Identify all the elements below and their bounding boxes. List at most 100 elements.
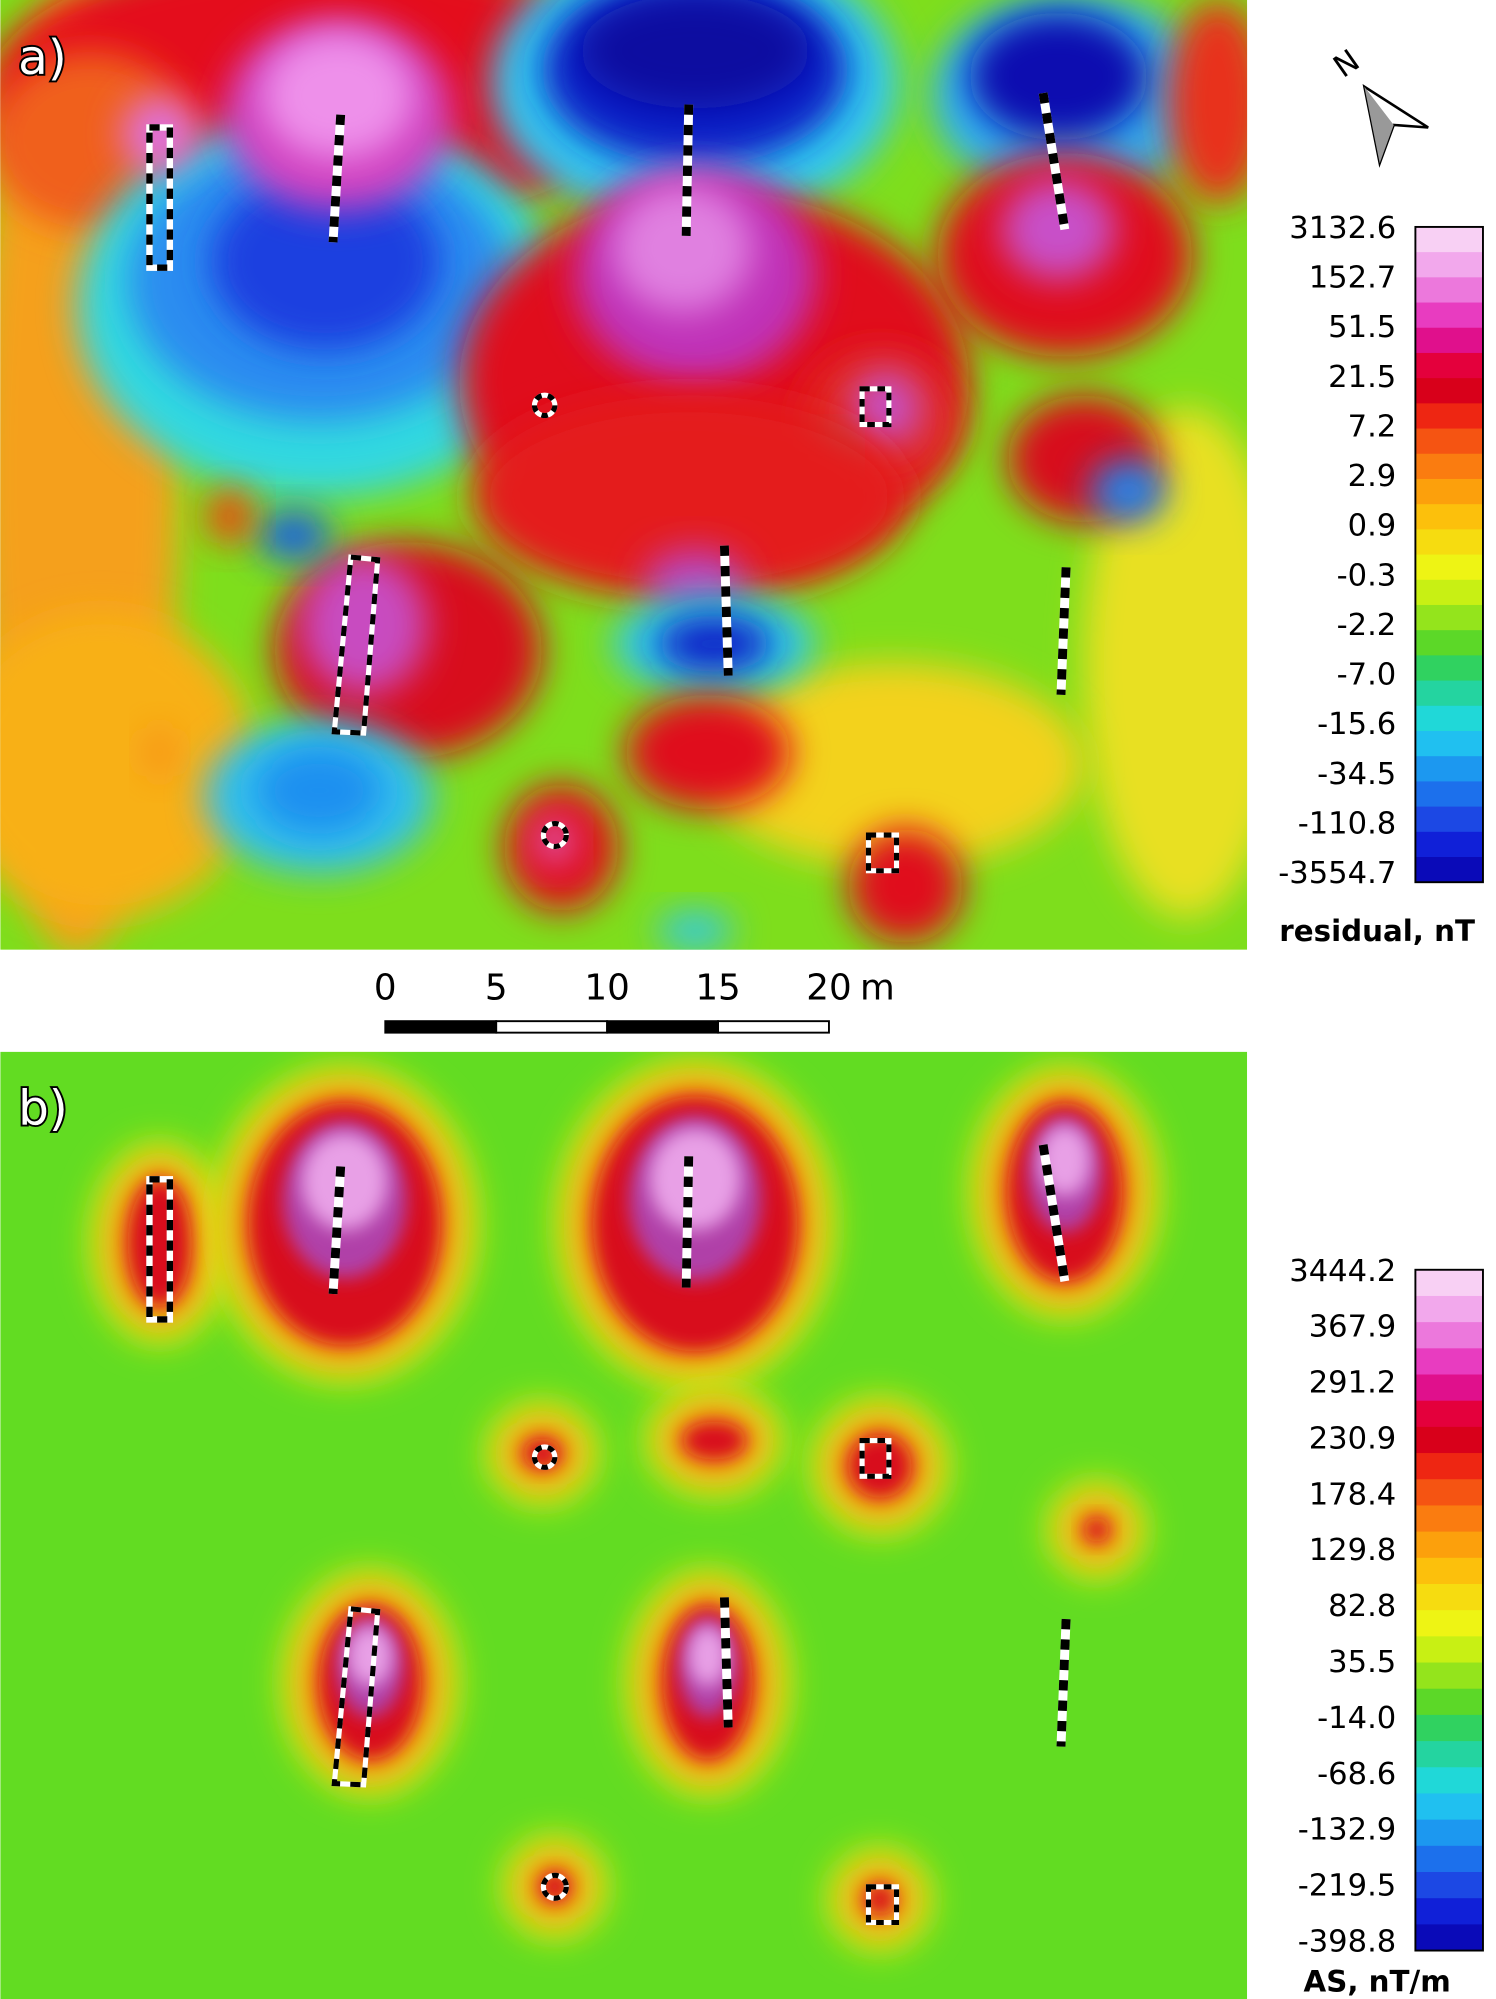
color-band xyxy=(1415,226,1483,253)
color-band xyxy=(1415,1505,1483,1533)
anomaly xyxy=(848,828,963,944)
color-band xyxy=(1415,1898,1483,1926)
color-band xyxy=(1415,1741,1483,1768)
color-legend: 3132.6 152.7 51.5 21.5 7.2 2.9 0.9 -0.3 -2.2 -7.0… xyxy=(1278,211,1484,948)
color-legend: 3444.2 367.9 291.2 230.9 178.4 129.8 82.8 35.5 -… xyxy=(1289,1254,1484,1998)
color-band xyxy=(1415,327,1483,354)
color-band xyxy=(1415,806,1483,833)
color-band xyxy=(1415,1557,1483,1585)
anomaly xyxy=(471,395,906,600)
anomaly xyxy=(261,31,415,160)
legend-level: -2.2 xyxy=(1337,608,1397,643)
color-bar-frame xyxy=(1414,225,1484,884)
color-band xyxy=(1415,579,1483,606)
legend-level: 21.5 xyxy=(1328,360,1396,395)
anomaly xyxy=(255,745,383,836)
legend-level: 0.9 xyxy=(1348,509,1397,544)
legend-level: 367.9 xyxy=(1309,1310,1397,1345)
color-band xyxy=(1415,1793,1483,1821)
legend-level: 7.2 xyxy=(1348,409,1397,444)
color-band xyxy=(1415,277,1483,304)
anomaly xyxy=(0,611,256,918)
color-band xyxy=(1415,1688,1483,1716)
north-arrow: N xyxy=(1328,43,1429,168)
anomaly xyxy=(1090,458,1167,523)
color-band xyxy=(1415,705,1483,732)
anomaly xyxy=(682,1421,747,1460)
anomaly xyxy=(1083,408,1248,918)
color-band xyxy=(1415,630,1483,657)
color-bar-frame xyxy=(1414,1268,1484,1952)
legend-level: 3132.6 xyxy=(1289,211,1396,246)
color-band xyxy=(1415,655,1483,682)
legend-level: -0.3 xyxy=(1337,558,1397,593)
scale-segment xyxy=(495,1020,609,1034)
color-band xyxy=(1415,478,1483,505)
anomaly xyxy=(1083,1517,1110,1543)
anomaly xyxy=(347,1625,393,1687)
panel-label: a) xyxy=(18,30,67,86)
color-band xyxy=(1415,428,1483,455)
legend-level: -14.0 xyxy=(1317,1701,1396,1736)
legend-level: -110.8 xyxy=(1298,806,1397,841)
legend-level: -132.9 xyxy=(1298,1813,1397,1848)
legend-level: -219.5 xyxy=(1298,1869,1397,1904)
scale-tick-label: 5 xyxy=(485,968,508,1009)
legend-title: AS, nT/m xyxy=(1304,1964,1451,1998)
analytic-signal-map xyxy=(0,1051,1248,1999)
scale-segment xyxy=(717,1020,830,1034)
legend-title: residual, nT xyxy=(1279,914,1475,948)
color-band xyxy=(1415,1531,1483,1559)
legend-level: 178.4 xyxy=(1309,1477,1397,1512)
scale-tick-label: 15 xyxy=(695,968,740,1009)
anomaly xyxy=(1001,178,1116,281)
legend-level: -68.6 xyxy=(1317,1757,1396,1792)
anomaly xyxy=(206,488,253,545)
color-band xyxy=(1415,831,1483,858)
color-band xyxy=(1415,1845,1483,1873)
color-band xyxy=(1415,554,1483,581)
legend-level: 51.5 xyxy=(1328,310,1396,345)
anomaly xyxy=(624,694,791,810)
scale-segment xyxy=(384,1020,498,1034)
anomaly xyxy=(144,726,175,778)
anomaly xyxy=(299,554,428,695)
color-band xyxy=(1415,1819,1483,1847)
anomaly xyxy=(969,12,1148,141)
color-band xyxy=(1415,504,1483,531)
color-band xyxy=(1415,378,1483,404)
anomaly xyxy=(649,1128,741,1231)
color-band xyxy=(1415,252,1483,278)
legend-level: -3554.7 xyxy=(1278,856,1396,891)
color-band xyxy=(1415,1583,1483,1611)
color-band xyxy=(1415,1426,1483,1454)
anomaly xyxy=(301,1133,388,1230)
color-band xyxy=(1415,1374,1483,1402)
anomaly xyxy=(848,1434,912,1498)
color-band xyxy=(1415,730,1483,757)
anomaly xyxy=(687,1625,728,1687)
scale-tick-label: 10 xyxy=(584,968,629,1009)
color-band xyxy=(1415,1714,1483,1742)
legend-level: -34.5 xyxy=(1317,757,1396,792)
color-band xyxy=(1415,1479,1483,1507)
color-band xyxy=(1415,1269,1483,1297)
color-band xyxy=(1415,529,1483,556)
color-band xyxy=(1415,1322,1483,1349)
anomaly xyxy=(612,184,753,313)
north-label: N xyxy=(1328,43,1367,85)
color-band xyxy=(1415,1295,1483,1323)
color-band xyxy=(1415,1924,1483,1952)
color-band xyxy=(1415,756,1483,783)
legend-level: -7.0 xyxy=(1337,658,1397,693)
anomaly xyxy=(121,95,198,173)
color-band xyxy=(1415,453,1483,480)
color-band xyxy=(1415,1400,1483,1428)
legend-level: 82.8 xyxy=(1328,1589,1396,1624)
scale-unit: m xyxy=(860,968,895,1009)
color-band xyxy=(1415,781,1483,808)
anomaly xyxy=(656,911,734,950)
color-band xyxy=(1415,680,1483,707)
color-band xyxy=(1415,1767,1483,1795)
